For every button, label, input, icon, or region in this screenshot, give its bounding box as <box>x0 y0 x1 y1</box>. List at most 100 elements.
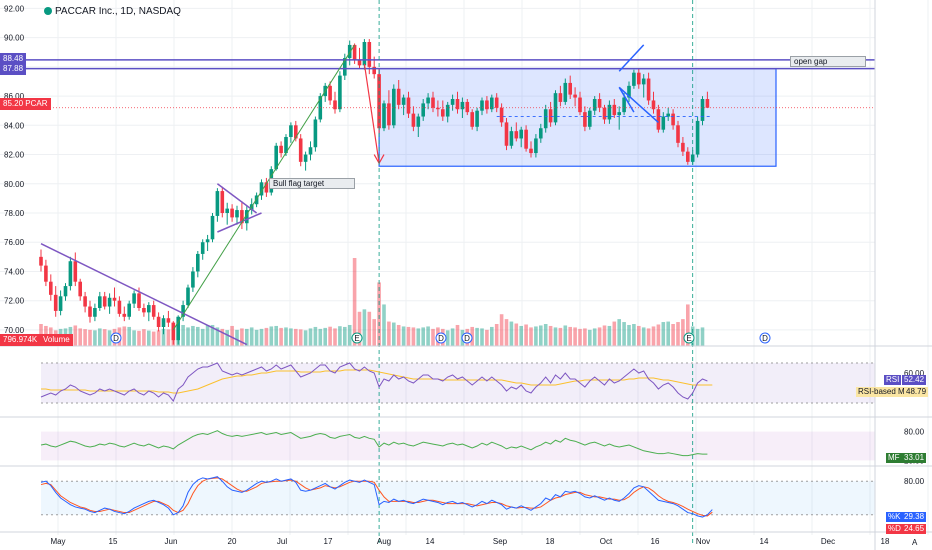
candle-body <box>524 129 528 149</box>
candle-body <box>58 296 63 311</box>
candle-body <box>436 107 440 110</box>
candle-body <box>240 210 244 224</box>
candle-body <box>274 145 278 170</box>
volume-bar <box>426 326 430 346</box>
range-box <box>378 67 777 167</box>
candle-body <box>504 122 509 146</box>
mfi-line <box>40 430 708 457</box>
volume-bar <box>622 322 626 346</box>
candle-body <box>499 107 504 123</box>
candle-body <box>465 101 470 113</box>
time-tick-label: 15 <box>109 537 118 546</box>
volume-bar <box>578 328 582 346</box>
candle-body <box>93 308 97 317</box>
volume-bar <box>122 326 127 346</box>
price-tick-label: 82.00 <box>4 151 25 160</box>
stoch-k-line <box>40 476 713 518</box>
candle-body <box>313 119 318 148</box>
volume-bar <box>494 324 499 346</box>
candle-body <box>485 100 489 110</box>
volume-bar <box>230 325 234 346</box>
indicator-lines <box>40 362 713 518</box>
volume-bar <box>161 328 166 346</box>
rsi-ma-value-badge: 48.79 <box>904 387 929 397</box>
volume-bar <box>127 326 131 346</box>
price-tick-label: 78.00 <box>4 209 25 218</box>
time-tick-label: 14 <box>760 537 769 546</box>
candle-body <box>690 154 695 162</box>
candle-body <box>695 120 700 155</box>
time-tick-label: 16 <box>651 537 660 546</box>
candle-body <box>543 109 548 129</box>
candle-body <box>151 305 156 317</box>
candle-body <box>514 131 519 139</box>
candle-body <box>279 145 283 154</box>
volume-bar <box>632 324 636 346</box>
candle-body <box>298 138 303 162</box>
candle-body <box>343 58 347 76</box>
candle-body <box>563 82 568 102</box>
candle-body <box>568 82 572 95</box>
stoch-d-name-badge: %D <box>886 524 903 534</box>
grid <box>0 0 929 535</box>
volume-bar <box>151 331 156 346</box>
candle-body <box>470 112 474 127</box>
volume-bar <box>416 328 421 346</box>
volume-bar <box>284 327 288 346</box>
candle-body <box>411 113 416 127</box>
candle-body <box>303 154 308 162</box>
drawings-over[interactable] <box>0 0 875 546</box>
volume-bar <box>294 328 298 346</box>
earnings-marker <box>683 332 695 344</box>
candle-body <box>181 305 185 317</box>
volume-bar <box>347 324 352 346</box>
candle-body <box>534 138 538 154</box>
volume-bar <box>392 322 396 346</box>
candles <box>39 39 710 345</box>
candle-body <box>68 261 73 287</box>
gap-arrow-line <box>363 63 380 164</box>
event-marker-label: E <box>354 334 359 343</box>
bull-flag-projection <box>172 44 356 331</box>
candle-body <box>607 104 612 120</box>
volume-bar <box>102 329 107 346</box>
candle-body <box>220 191 225 213</box>
open-gap-annotation[interactable]: open gap <box>790 56 866 67</box>
candle-body <box>455 99 460 110</box>
time-axis[interactable]: May 15 Jun 20 Jul 17 Aug 14 Sep 18 Oct 16 Nov 14 Dec 18 <box>50 537 890 546</box>
price-tick-label: 90.00 <box>4 34 25 43</box>
candle-body <box>406 97 411 114</box>
candle-body <box>460 101 465 110</box>
price-tick-label: 84.00 <box>4 121 25 130</box>
volume-bar <box>583 328 587 346</box>
volume-bar <box>308 328 313 346</box>
volume-bar <box>656 324 661 346</box>
candle-body <box>328 85 332 101</box>
volume-bar <box>396 324 401 346</box>
candle-body <box>186 287 190 306</box>
stoch-band <box>41 481 875 515</box>
volume-bar <box>225 330 229 346</box>
bull-flag-annotation[interactable]: Bull flag target <box>269 178 355 189</box>
volume-bar <box>411 327 416 346</box>
time-tick-label: Sep <box>493 537 508 546</box>
candle-body <box>210 215 215 240</box>
stoch-d-value-badge: 24.65 <box>902 524 927 534</box>
candle-body <box>112 297 117 301</box>
time-tick-label: 14 <box>426 537 435 546</box>
candle-body <box>196 253 200 272</box>
volume-bar <box>338 326 342 346</box>
event-markers: D E D E DD <box>110 332 771 344</box>
volume-bar <box>240 328 244 346</box>
channel-line-c <box>618 86 659 123</box>
volume-bar <box>215 327 220 346</box>
volume-bar <box>401 326 406 346</box>
volume-bar <box>313 326 318 346</box>
volume-bar <box>98 328 102 346</box>
candle-body <box>681 142 685 152</box>
volume-bar <box>646 328 651 346</box>
corner-auto-label[interactable]: A <box>912 538 918 547</box>
candle-body <box>592 99 597 111</box>
candle-body <box>264 182 269 193</box>
